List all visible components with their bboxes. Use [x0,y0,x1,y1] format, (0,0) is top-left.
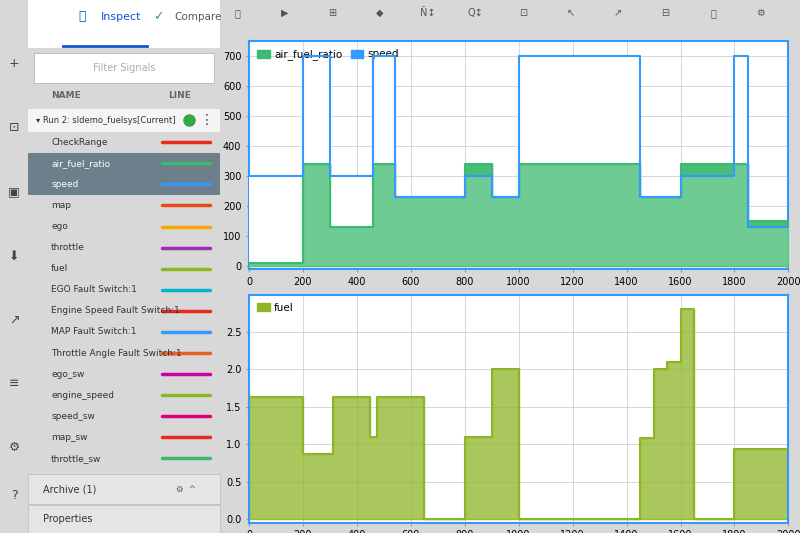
Text: ✓: ✓ [154,10,164,23]
Text: ▾ Run 2: sldemo_fuelsys[Current]: ▾ Run 2: sldemo_fuelsys[Current] [36,116,175,125]
Text: Archive (1): Archive (1) [43,484,97,494]
Text: Filter Signals: Filter Signals [93,63,155,73]
Text: ego: ego [51,222,68,231]
Text: CheckRange: CheckRange [51,138,107,147]
Text: ⊡: ⊡ [9,122,19,134]
Text: EGO Fault Switch:1: EGO Fault Switch:1 [51,285,137,294]
Text: +: + [9,58,19,70]
Text: MAP Fault Switch:1: MAP Fault Switch:1 [51,327,137,336]
Text: air_fuel_ratio: air_fuel_ratio [51,159,110,168]
Text: ⋮: ⋮ [200,114,214,127]
FancyBboxPatch shape [28,505,220,533]
Text: 🔍: 🔍 [78,10,86,23]
Text: ↖: ↖ [566,8,574,18]
Text: map: map [51,201,71,210]
Text: ▣: ▣ [8,185,20,198]
Text: Ñ↕: Ñ↕ [420,8,435,18]
FancyBboxPatch shape [28,0,220,48]
Text: ≡: ≡ [9,377,19,390]
Text: Inspect: Inspect [101,12,142,22]
FancyBboxPatch shape [28,474,220,504]
Text: ↗: ↗ [614,8,622,18]
Text: throttle: throttle [51,243,85,252]
Text: Throttle Angle Fault Switch:1: Throttle Angle Fault Switch:1 [51,349,182,358]
Text: map_sw: map_sw [51,433,87,442]
Text: ⬜: ⬜ [234,8,240,18]
Text: speed_sw: speed_sw [51,412,95,421]
Legend: air_fuel_ratio, speed: air_fuel_ratio, speed [254,46,402,63]
Text: speed: speed [51,180,78,189]
Text: ⚙: ⚙ [8,441,20,454]
Text: Compare: Compare [174,12,222,22]
Text: ↗: ↗ [9,313,19,326]
Text: engine_speed: engine_speed [51,391,114,400]
Text: ⊡: ⊡ [518,8,527,18]
Legend: fuel: fuel [254,300,297,316]
Text: ego_sw: ego_sw [51,370,85,378]
Text: ⬇: ⬇ [9,249,19,262]
Text: fuel: fuel [51,264,68,273]
Text: ◆: ◆ [376,8,384,18]
Text: ⚙: ⚙ [756,8,765,18]
Text: NAME: NAME [51,92,81,100]
Text: ?: ? [10,489,18,502]
Text: Q↕: Q↕ [467,8,483,18]
FancyBboxPatch shape [28,153,220,174]
Text: 📷: 📷 [710,8,716,18]
FancyBboxPatch shape [34,53,214,83]
Text: ⚙  ^: ⚙ ^ [175,484,195,494]
FancyBboxPatch shape [28,174,220,195]
Text: Properties: Properties [43,514,93,524]
Text: LINE: LINE [168,92,191,100]
FancyBboxPatch shape [28,109,220,132]
Text: ⊞: ⊞ [329,8,337,18]
Text: ⊟: ⊟ [662,8,670,18]
Text: Engine Speed Fault Switch:1: Engine Speed Fault Switch:1 [51,306,180,316]
Text: ▶: ▶ [282,8,289,18]
Text: throttle_sw: throttle_sw [51,454,102,463]
